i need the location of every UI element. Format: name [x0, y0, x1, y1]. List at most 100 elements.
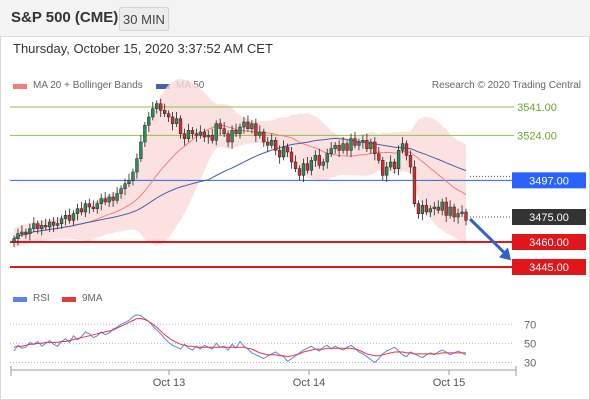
candle-body: [345, 143, 349, 151]
candle-body: [357, 141, 361, 146]
candle-body: [143, 125, 147, 143]
candle-body: [313, 155, 317, 161]
level-label-3497.00: 3497.00: [529, 175, 569, 187]
candle-body: [377, 153, 381, 161]
candle-body: [159, 103, 163, 111]
candle-body: [87, 203, 91, 208]
candle-body: [305, 163, 310, 171]
candle-body: [222, 128, 226, 134]
candle-body: [452, 206, 456, 218]
candle-body: [456, 213, 460, 218]
candle-body: [182, 133, 187, 139]
candle-body: [119, 188, 123, 194]
candle-body: [432, 206, 436, 209]
candle-body: [91, 206, 95, 209]
candle-body: [163, 110, 167, 114]
candle-body: [147, 116, 151, 126]
rsi-tick-30: 30: [524, 357, 536, 369]
ma50-line: [13, 137, 467, 240]
candle-body: [111, 196, 115, 201]
candle-body: [59, 218, 64, 224]
time-label-2: Oct 15: [433, 377, 465, 389]
candle-body: [341, 143, 345, 151]
candle-body: [428, 208, 432, 213]
candle-body: [444, 201, 448, 216]
candle-body: [83, 203, 88, 213]
candle-body: [440, 201, 444, 211]
candle-body: [123, 183, 127, 189]
candle-body: [79, 208, 84, 213]
rsi-tick-50: 50: [524, 338, 536, 350]
candle-body: [32, 223, 36, 229]
candle-body: [416, 203, 421, 214]
candle-body: [71, 213, 76, 221]
candle-body: [16, 233, 20, 239]
candle-body: [131, 171, 135, 181]
candle-body: [464, 211, 468, 221]
level-label-3460.00: 3460.00: [529, 237, 569, 249]
candle-body: [420, 205, 425, 214]
timeframe-button[interactable]: 30 MIN: [119, 7, 169, 31]
candle-body: [349, 138, 353, 151]
candle-body: [151, 108, 155, 118]
rsi-ma-line: [13, 318, 466, 358]
candle-body: [396, 150, 401, 169]
candle-body: [198, 131, 203, 136]
candle-body: [210, 135, 214, 141]
candle-body: [190, 130, 195, 134]
candle-body: [289, 151, 294, 163]
candle-body: [40, 225, 44, 229]
candle-body: [285, 146, 290, 153]
candle-body: [115, 193, 119, 201]
candle-body: [226, 133, 230, 143]
level-label-3524.00: 3524.00: [517, 130, 557, 142]
candle-body: [230, 130, 234, 143]
last-price-box: [512, 209, 586, 225]
candle-body: [170, 116, 175, 124]
candle-body: [139, 141, 143, 159]
candle-body: [127, 180, 131, 184]
candle-body: [218, 123, 222, 129]
candle-body: [389, 161, 393, 168]
candle-body: [460, 211, 464, 214]
level-box-3445.00: [512, 259, 586, 275]
candle-body: [361, 140, 365, 143]
candle-body: [301, 163, 306, 176]
time-label-1: Oct 14: [293, 377, 325, 389]
candle-body: [155, 103, 159, 109]
candle-body: [250, 123, 254, 129]
ma9-legend-swatch: [62, 297, 76, 302]
rsi-line: [13, 314, 467, 364]
candle-body: [44, 225, 48, 228]
candle-body: [178, 118, 183, 134]
candle-body: [277, 150, 282, 158]
candle-body: [254, 123, 258, 136]
candle-body: [107, 196, 111, 203]
candle-body: [36, 223, 40, 229]
candle-body: [333, 145, 337, 149]
candle-body: [55, 223, 60, 226]
candle-body: [12, 238, 16, 243]
candle-body: [48, 221, 52, 228]
level-box-3497.00: [512, 172, 586, 189]
candle-body: [246, 121, 250, 129]
candle-body: [174, 118, 179, 124]
candle-body: [238, 126, 242, 134]
candle-body: [63, 215, 68, 219]
rsi-legend-swatch: [13, 297, 27, 302]
candle-body: [214, 123, 218, 141]
candle-body: [262, 131, 266, 143]
candle-body: [24, 231, 28, 234]
candle-body: [369, 141, 373, 149]
instrument-title: S&P 500 (CME): [11, 9, 119, 26]
candle-body: [266, 141, 270, 146]
timestamp: Thursday, October 15, 2020 3:37:52 AM CE…: [13, 41, 273, 56]
credit-text: Research © 2020 Trading Central: [431, 80, 581, 91]
forecast-arrow-head: [499, 247, 511, 261]
candle-body: [99, 198, 103, 204]
candle-body: [202, 131, 206, 138]
candle-body: [166, 113, 171, 118]
candle-body: [258, 131, 262, 136]
candle-body: [28, 228, 32, 234]
